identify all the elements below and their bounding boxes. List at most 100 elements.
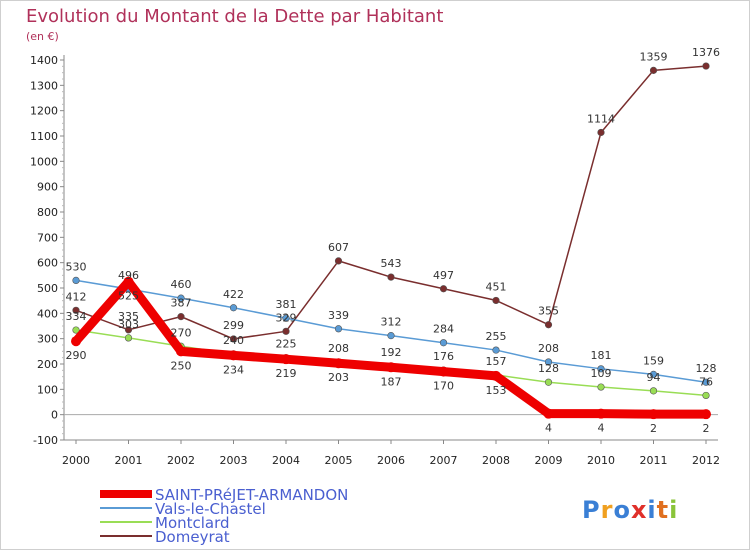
data-point [597,365,605,373]
axes: -100 0 100 200 300 400 500 600 700 800 900 1000 1100… [30,54,720,467]
x-tick-label: 2000 [62,454,90,467]
data-point [282,314,290,322]
data-label: 334 [66,310,87,323]
y-tick-label: 800 [37,206,58,219]
data-label: 219 [276,367,297,380]
x-tick-label: 2009 [535,454,563,467]
data-point [123,276,134,287]
x-tick-label: 2003 [220,454,248,467]
y-tick-label: 1400 [30,54,58,67]
y-tick-label: 500 [37,282,58,295]
data-label: 329 [276,311,297,324]
legend: SAINT-PRéJET-ARMANDONVals-le-ChastelMont… [100,486,348,546]
x-tick-label: 2005 [325,454,353,467]
data-point [229,304,238,312]
x-tick-label: 2002 [167,454,195,467]
data-point [281,354,291,365]
data-point [72,326,80,334]
y-tick-label: -100 [33,434,58,447]
data-label: 203 [328,371,349,384]
data-point [543,408,554,419]
data-label: 381 [276,298,297,311]
data-label: 299 [223,319,244,332]
data-label: 225 [276,338,297,351]
chart-title: Evolution du Montant de la Dette par Hab… [26,6,443,27]
data-label: 530 [66,260,87,273]
data-point [387,273,395,281]
data-label: 181 [591,349,612,362]
x-tick-label: 2007 [430,454,458,467]
data-label: 208 [538,342,559,355]
chart-subtitle: (en €) [26,30,59,43]
data-point [544,321,553,329]
x-tick-label: 2004 [272,454,300,467]
data-point [491,370,501,381]
data-label: 412 [66,290,87,303]
data-label: 290 [66,349,87,362]
data-point [597,383,605,391]
data-point [648,409,659,420]
data-label: 255 [486,330,507,343]
y-tick-label: 300 [37,333,58,346]
data-label: 153 [486,384,507,397]
x-tick-label: 2008 [482,454,510,467]
data-point [596,408,606,419]
data-label: 157 [486,355,507,368]
series-layer [71,62,711,420]
data-point [177,313,185,321]
y-tick-label: 400 [37,307,58,320]
data-point [702,391,710,400]
data-label: 4 [598,422,605,435]
data-point [649,66,658,74]
series-3 [72,62,710,343]
data-label: 1359 [640,50,668,63]
data-label: 170 [433,380,454,393]
y-tick-label: 1000 [30,155,58,168]
data-point [387,332,395,340]
data-label: 451 [486,280,507,293]
data-label: 1376 [692,46,720,59]
data-label: 312 [381,316,402,329]
y-tick-label: 1300 [30,79,58,92]
data-label: 109 [591,367,612,380]
data-label: 208 [328,342,349,355]
y-tick-label: 1100 [30,130,58,143]
data-label: 128 [538,362,559,375]
data-point [333,358,344,369]
data-label: 192 [381,346,402,359]
data-point [492,296,500,305]
data-label: 284 [433,323,454,336]
data-point [229,335,238,343]
data-point [438,366,449,377]
legend-label: Montclard [155,514,230,532]
x-tick-label: 2011 [640,454,668,467]
data-point [544,358,553,366]
data-label: 270 [171,326,192,339]
y-tick-label: 700 [37,231,58,244]
data-point [597,128,605,137]
data-point [439,339,448,347]
data-point [334,325,343,333]
data-label: 2 [703,422,710,435]
logo-text: Proxiti [582,496,678,524]
x-tick-label: 2001 [115,454,143,467]
data-point [334,257,343,265]
series-1 [72,276,710,386]
data-label: 159 [643,354,664,367]
data-point [176,346,186,357]
data-point [702,378,710,386]
data-label: 76 [699,375,713,388]
y-tick-label: 200 [37,358,58,371]
data-point [282,327,290,335]
legend-label: Vals-le-Chastel [155,500,266,518]
y-tick-label: 1200 [30,105,58,118]
data-label: 4 [545,422,552,435]
legend-label: SAINT-PRéJET-ARMANDON [155,486,348,504]
data-label: 543 [381,257,402,270]
y-tick-label: 600 [37,257,58,270]
legend-label: Domeyrat [155,528,230,546]
